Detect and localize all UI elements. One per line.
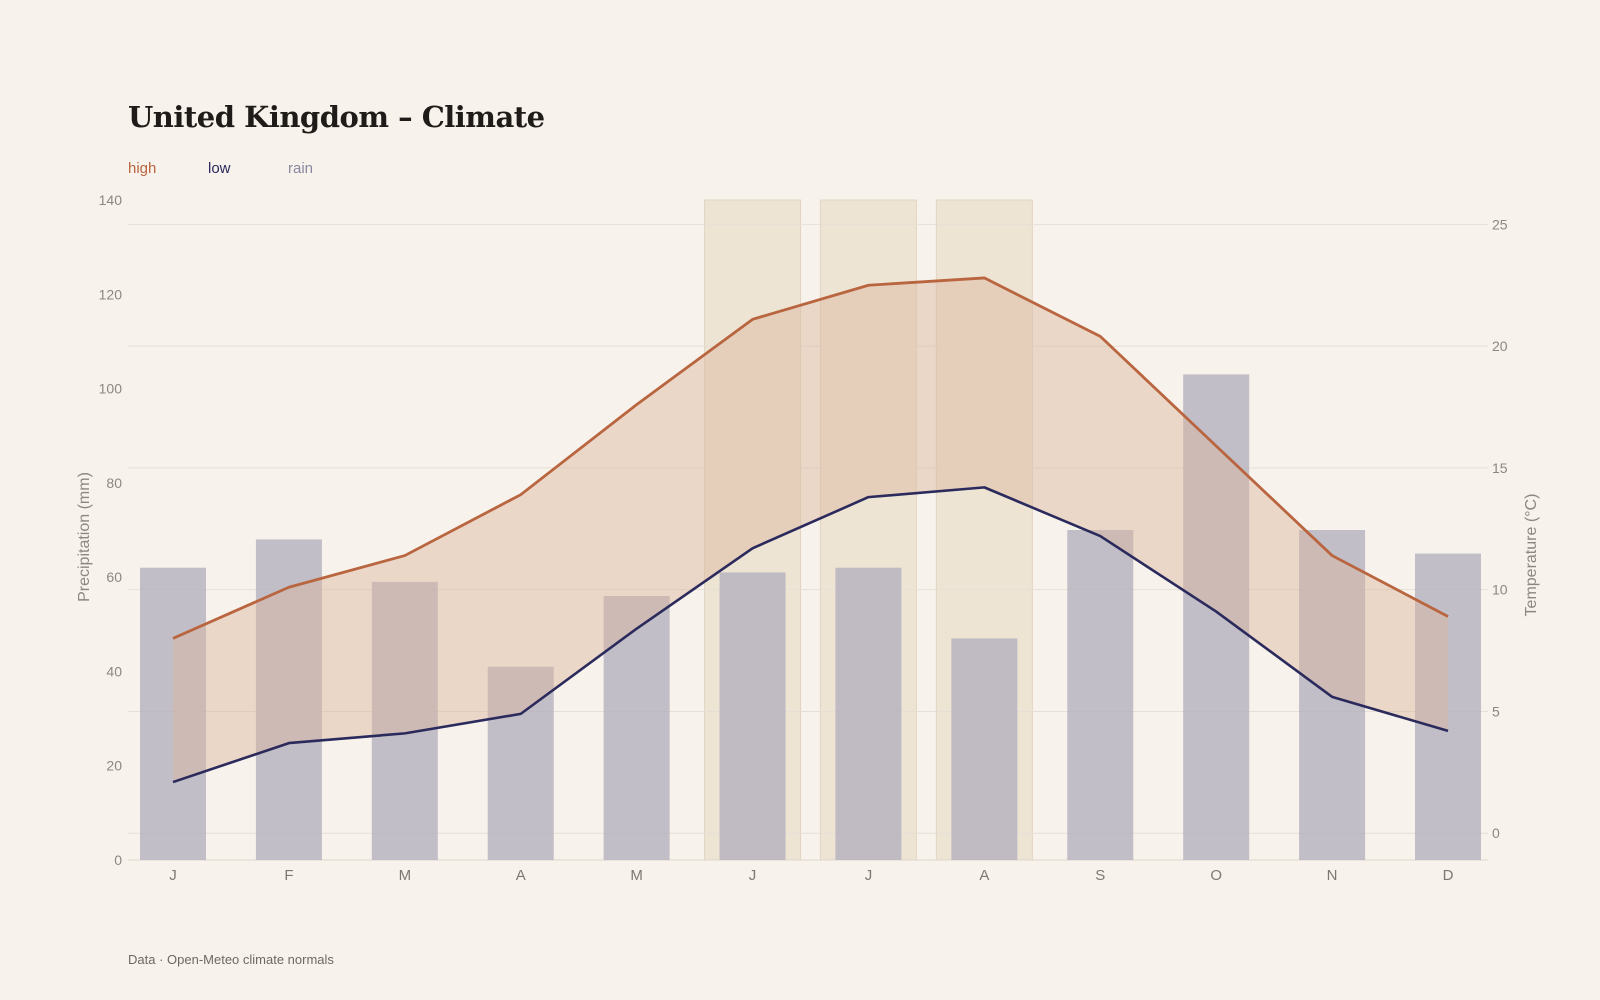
right-axis-tick-label: 25 — [1492, 216, 1508, 232]
left-axis-tick-label: 140 — [99, 192, 123, 208]
right-axis-tick-label: 0 — [1492, 825, 1500, 841]
left-axis-tick-label: 80 — [106, 475, 122, 491]
low-temperature-line — [172, 486, 1449, 784]
x-axis-tick-label: F — [284, 867, 293, 884]
x-axis-tick-label: J — [749, 867, 757, 884]
x-axis-tick-label: J — [865, 867, 873, 884]
legend-item-rain: rain — [288, 160, 314, 177]
left-axis-title: Precipitation (mm) — [76, 472, 93, 602]
x-axis-tick-label: O — [1210, 867, 1222, 884]
x-axis-tick-label: S — [1095, 867, 1105, 884]
rain-bar — [1067, 530, 1134, 860]
x-axis-tick-label: J — [169, 867, 177, 884]
chart-title: United Kingdom – Climate — [128, 100, 545, 134]
legend-item-low: low — [208, 160, 231, 177]
rain-bar — [255, 539, 322, 860]
x-axis-tick-label: D — [1443, 867, 1454, 884]
left-axis-tick-label: 60 — [106, 569, 122, 585]
rain-bar — [1183, 374, 1250, 860]
left-axis-tick-label: 0 — [114, 852, 122, 868]
right-axis-tick-label: 20 — [1492, 338, 1508, 354]
rain-bar — [835, 567, 902, 860]
x-axis-tick-label: A — [516, 867, 526, 884]
right-axis-tick-label: 10 — [1492, 582, 1508, 598]
x-axis-tick-label: N — [1327, 867, 1338, 884]
rain-bar — [951, 638, 1018, 860]
temperature-range-band — [173, 277, 1448, 783]
left-axis-tick-label: 20 — [106, 758, 122, 774]
rain-bar — [140, 567, 206, 860]
high-temperature-line — [172, 276, 1449, 640]
rain-bar — [371, 581, 438, 860]
x-axis-tick-label: M — [399, 867, 412, 884]
right-axis-tick-label: 5 — [1492, 703, 1500, 719]
chart-legend: high low rain — [128, 160, 368, 177]
x-axis-tick-label: A — [979, 867, 989, 884]
data-source-note: Data · Open-Meteo climate normals — [128, 952, 334, 967]
left-axis-tick-label: 120 — [99, 286, 123, 302]
left-axis-tick-label: 100 — [99, 381, 123, 397]
left-axis-tick-label: 40 — [106, 663, 122, 679]
x-axis-tick-label: M — [630, 867, 643, 884]
rain-bar — [719, 572, 786, 860]
legend-item-high: high — [128, 160, 157, 177]
rain-bar — [603, 596, 670, 860]
right-axis-title: Temperature (°C) — [1523, 494, 1540, 617]
rain-bar — [1299, 530, 1366, 860]
right-axis-tick-label: 15 — [1492, 460, 1508, 476]
